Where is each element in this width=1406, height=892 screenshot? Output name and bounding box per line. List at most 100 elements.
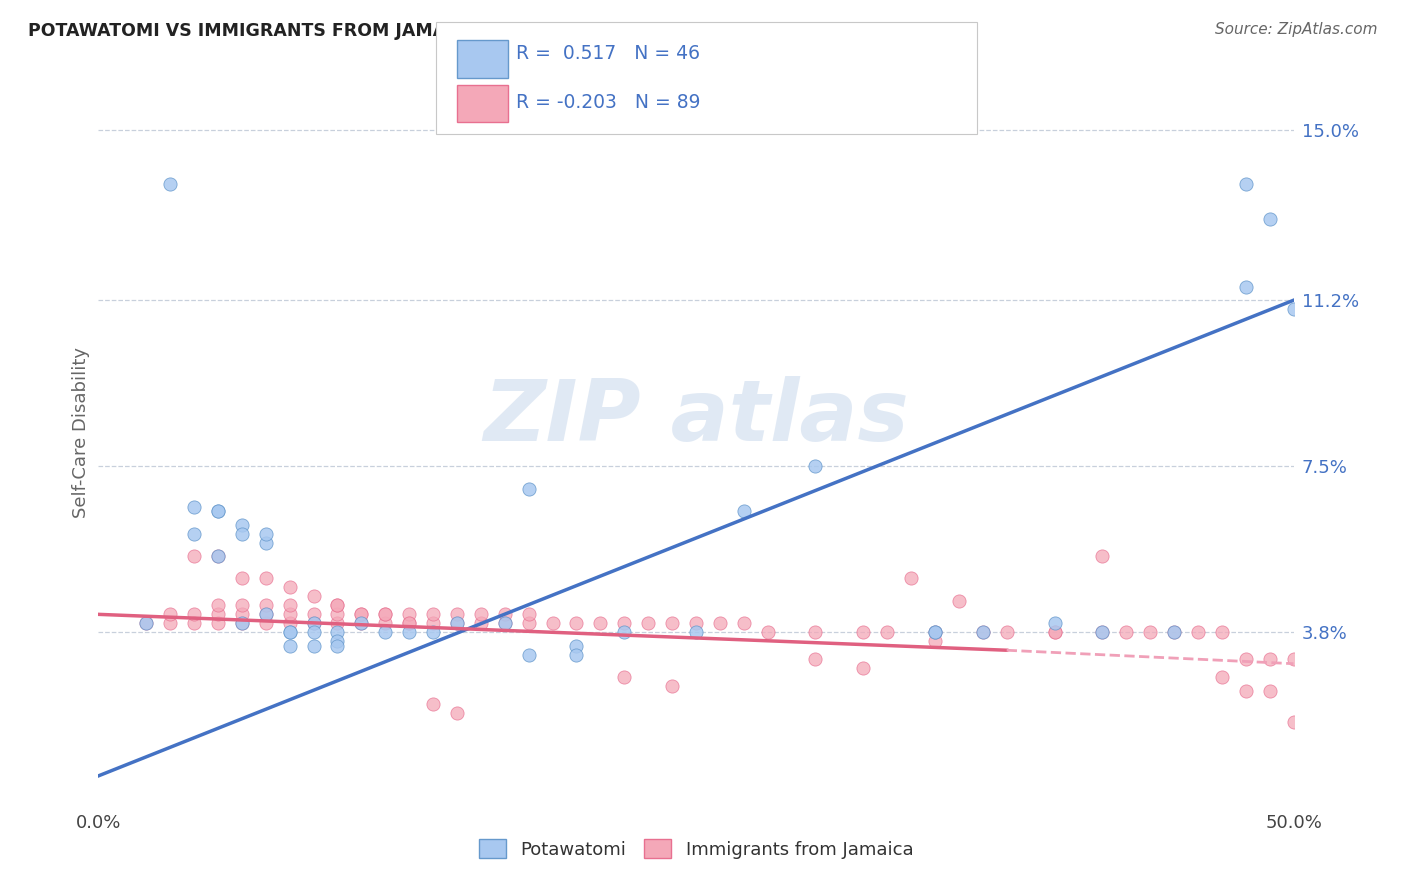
Point [1258,212,1281,227]
Point [231,571,253,585]
Text: POTAWATOMI VS IMMIGRANTS FROM JAMAICA SELF-CARE DISABILITY CORRELATION CHART: POTAWATOMI VS IMMIGRANTS FROM JAMAICA SE… [28,22,921,40]
Point [374,616,396,631]
Point [278,607,301,622]
Point [302,590,325,604]
Text: Source: ZipAtlas.com: Source: ZipAtlas.com [1215,22,1378,37]
Point [446,607,468,622]
Point [733,504,755,518]
Point [302,639,325,653]
Point [398,616,420,631]
Point [422,697,444,711]
Point [350,616,373,631]
Point [494,616,516,631]
Point [183,526,205,541]
Point [326,639,349,653]
Point [159,607,181,622]
Point [446,616,468,631]
Legend: Potawatomi, Immigrants from Jamaica: Potawatomi, Immigrants from Jamaica [470,830,922,868]
Point [1043,625,1066,640]
Point [1234,683,1257,698]
Point [1211,670,1233,684]
Point [1258,683,1281,698]
Point [685,616,707,631]
Point [1282,714,1305,729]
Point [924,634,946,648]
Point [231,616,253,631]
Point [517,616,540,631]
Point [398,625,420,640]
Point [183,607,205,622]
Point [1139,625,1161,640]
Point [924,625,946,640]
Point [948,594,970,608]
Point [1211,625,1233,640]
Point [183,616,205,631]
Point [517,607,540,622]
Point [709,616,731,631]
Point [756,625,779,640]
Point [302,607,325,622]
Point [302,616,325,631]
Point [398,616,420,631]
Point [254,616,277,631]
Point [1187,625,1209,640]
Point [1258,652,1281,666]
Point [326,607,349,622]
Point [565,616,588,631]
Point [1043,625,1066,640]
Point [852,661,875,675]
Point [159,616,181,631]
Y-axis label: Self-Care Disability: Self-Care Disability [72,347,90,518]
Point [278,625,301,640]
Point [517,482,540,496]
Point [350,616,373,631]
Point [254,607,277,622]
Point [972,625,994,640]
Point [207,599,229,613]
Point [1091,625,1114,640]
Point [183,549,205,563]
Point [254,599,277,613]
Point [207,616,229,631]
Point [207,549,229,563]
Point [613,670,636,684]
Point [278,599,301,613]
Point [804,652,827,666]
Point [1282,302,1305,317]
Point [231,526,253,541]
Point [685,625,707,640]
Point [350,607,373,622]
Point [876,625,898,640]
Point [661,616,683,631]
Point [565,639,588,653]
Point [159,177,181,191]
Point [494,616,516,631]
Point [326,616,349,631]
Point [302,625,325,640]
Point [207,504,229,518]
Point [804,459,827,474]
Point [470,616,492,631]
Point [613,625,636,640]
Point [1234,177,1257,191]
Point [1115,625,1137,640]
Point [470,607,492,622]
Point [422,625,444,640]
Point [1282,652,1305,666]
Point [446,616,468,631]
Point [1091,549,1114,563]
Point [326,599,349,613]
Text: R =  0.517   N = 46: R = 0.517 N = 46 [516,44,700,63]
Point [494,607,516,622]
Point [374,607,396,622]
Point [374,625,396,640]
Text: R = -0.203   N = 89: R = -0.203 N = 89 [516,93,700,112]
Point [207,549,229,563]
Point [207,504,229,518]
Point [637,616,659,631]
Point [135,616,157,631]
Point [422,607,444,622]
Point [900,571,922,585]
Point [541,616,564,631]
Point [446,706,468,720]
